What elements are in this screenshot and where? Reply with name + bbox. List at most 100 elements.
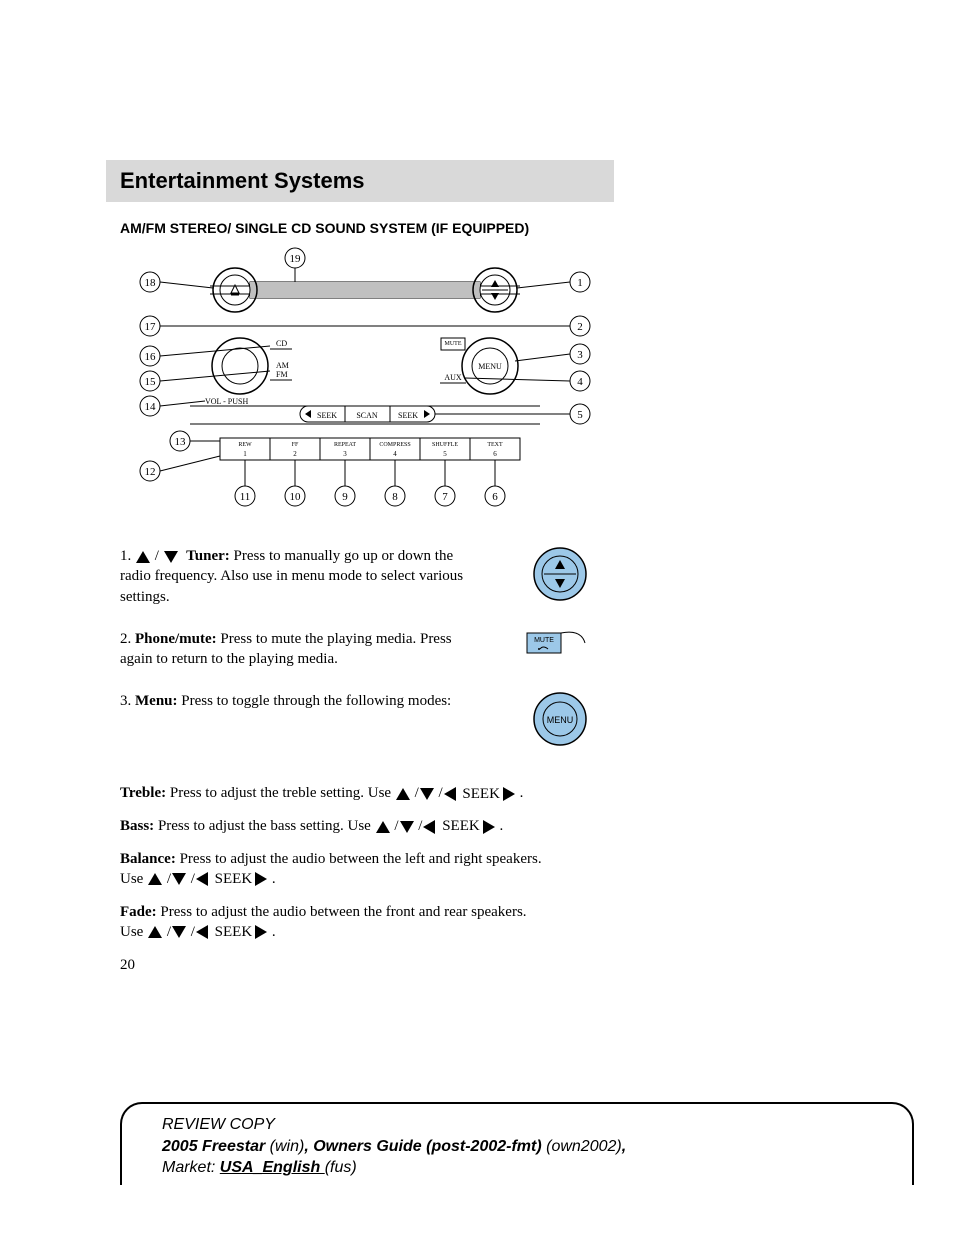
setting-label: Fade: bbox=[120, 904, 157, 920]
tuner-knob-icon bbox=[480, 546, 640, 602]
setting-fade: Fade: Press to adjust the audio between … bbox=[120, 902, 834, 943]
setting-balance: Balance: Press to adjust the audio betwe… bbox=[120, 849, 834, 890]
label-vol: VOL - PUSH bbox=[205, 397, 248, 406]
item-num: 1. bbox=[120, 548, 131, 564]
footer-line2: 2005 Freestar (win), Owners Guide (post-… bbox=[162, 1136, 872, 1158]
label-am: AM bbox=[276, 361, 289, 370]
period: . bbox=[499, 818, 503, 834]
item-text: Press to toggle through the following mo… bbox=[181, 693, 451, 709]
label-fm: FM bbox=[276, 370, 288, 379]
menu-knob-icon: MENU bbox=[480, 691, 640, 747]
seek-text: SEEK bbox=[215, 871, 253, 887]
label-menu: MENU bbox=[478, 362, 502, 371]
period: . bbox=[520, 785, 524, 801]
item-label: Tuner: bbox=[186, 548, 230, 564]
item-num: 3. bbox=[120, 693, 131, 709]
right-triangle-icon bbox=[255, 872, 267, 886]
label-seek-r: SEEK bbox=[398, 411, 418, 420]
setting-text: Press to adjust the treble setting. Use bbox=[170, 785, 391, 801]
use-text: Use bbox=[120, 871, 143, 887]
svg-text:MENU: MENU bbox=[547, 715, 574, 725]
callouts-left: 18 17 16 15 14 13 12 bbox=[140, 272, 270, 481]
page-number: 20 bbox=[120, 957, 834, 974]
svg-text:5: 5 bbox=[577, 409, 583, 421]
footer-line3: Market: USA_English (fus) bbox=[162, 1157, 872, 1179]
footer-line1: REVIEW COPY bbox=[162, 1114, 872, 1136]
svg-text:COMPRESS: COMPRESS bbox=[379, 442, 410, 448]
subheading: AM/FM STEREO/ SINGLE CD SOUND SYSTEM (IF… bbox=[120, 220, 834, 236]
label-seek-l: SEEK bbox=[317, 411, 337, 420]
svg-text:2: 2 bbox=[577, 321, 583, 333]
callouts-bottom: 11 10 9 8 7 6 bbox=[235, 460, 505, 506]
footer-box: REVIEW COPY 2005 Freestar (win), Owners … bbox=[120, 1102, 914, 1185]
label-cd: CD bbox=[276, 339, 287, 348]
item-2: 2. Phone/mute: Press to mute the playing… bbox=[120, 629, 834, 676]
label-scan: SCAN bbox=[356, 411, 378, 420]
svg-text:12: 12 bbox=[145, 466, 156, 478]
svg-text:16: 16 bbox=[145, 351, 157, 363]
seek-text: SEEK bbox=[462, 786, 500, 802]
svg-text:3: 3 bbox=[343, 450, 347, 458]
section-header: Entertainment Systems bbox=[106, 160, 614, 202]
svg-text:17: 17 bbox=[145, 321, 157, 333]
svg-text:4: 4 bbox=[577, 376, 583, 388]
setting-treble: Treble: Press to adjust the treble setti… bbox=[120, 783, 834, 804]
svg-text:10: 10 bbox=[290, 491, 302, 503]
section-title: Entertainment Systems bbox=[120, 168, 600, 194]
down-triangle-icon bbox=[164, 551, 178, 563]
up-triangle-icon bbox=[376, 821, 390, 833]
item-label: Phone/mute: bbox=[135, 631, 217, 647]
up-triangle-icon bbox=[148, 873, 162, 885]
label-aux: AUX bbox=[444, 373, 462, 382]
down-triangle-icon bbox=[172, 926, 186, 938]
item-num: 2. bbox=[120, 631, 131, 647]
left-triangle-icon bbox=[196, 872, 208, 886]
item-label: Menu: bbox=[135, 693, 178, 709]
setting-label: Balance: bbox=[120, 851, 176, 867]
label-mute: MUTE bbox=[445, 341, 462, 347]
svg-text:FF: FF bbox=[292, 442, 299, 448]
left-triangle-icon bbox=[444, 787, 456, 801]
item-1: 1. / Tuner: Press to manually go up or d… bbox=[120, 546, 834, 613]
seek-text: SEEK bbox=[215, 924, 253, 940]
svg-text:4: 4 bbox=[393, 450, 397, 458]
down-triangle-icon bbox=[172, 873, 186, 885]
svg-text:1: 1 bbox=[243, 450, 247, 458]
svg-text:MUTE: MUTE bbox=[534, 637, 554, 644]
setting-bass: Bass: Press to adjust the bass setting. … bbox=[120, 816, 834, 837]
mute-button-icon: MUTE bbox=[480, 629, 640, 659]
svg-text:13: 13 bbox=[175, 436, 187, 448]
svg-text:6: 6 bbox=[492, 491, 498, 503]
right-triangle-icon bbox=[255, 925, 267, 939]
left-triangle-icon bbox=[196, 925, 208, 939]
right-triangle-icon bbox=[503, 787, 515, 801]
callout-19: 19 bbox=[290, 253, 302, 265]
svg-text:8: 8 bbox=[392, 491, 398, 503]
setting-label: Bass: bbox=[120, 818, 154, 834]
svg-text:5: 5 bbox=[443, 450, 447, 458]
svg-text:SHUFFLE: SHUFFLE bbox=[432, 442, 458, 448]
slash: / bbox=[155, 548, 163, 564]
right-triangle-icon bbox=[483, 820, 495, 834]
period: . bbox=[272, 924, 276, 940]
setting-label: Treble: bbox=[120, 785, 166, 801]
up-triangle-icon bbox=[148, 926, 162, 938]
left-triangle-icon bbox=[423, 820, 435, 834]
svg-text:11: 11 bbox=[240, 491, 251, 503]
preset-row: REW1 FF2 REPEAT3 COMPRESS4 SHUFFLE5 TEXT… bbox=[220, 438, 520, 460]
radio-diagram: 19 CD AM FM VOL - PUSH bbox=[120, 246, 610, 516]
down-triangle-icon bbox=[420, 788, 434, 800]
use-text: Use bbox=[120, 924, 143, 940]
down-triangle-icon bbox=[400, 821, 414, 833]
up-triangle-icon bbox=[136, 551, 150, 563]
seek-text: SEEK bbox=[442, 818, 480, 834]
svg-text:3: 3 bbox=[577, 349, 583, 361]
item-3: 3. Menu: Press to toggle through the fol… bbox=[120, 691, 834, 747]
svg-text:14: 14 bbox=[145, 401, 157, 413]
svg-text:2: 2 bbox=[293, 450, 297, 458]
svg-text:9: 9 bbox=[342, 491, 348, 503]
up-triangle-icon bbox=[396, 788, 410, 800]
svg-text:REW: REW bbox=[238, 442, 252, 448]
svg-text:15: 15 bbox=[145, 376, 157, 388]
svg-text:REPEAT: REPEAT bbox=[334, 442, 356, 448]
